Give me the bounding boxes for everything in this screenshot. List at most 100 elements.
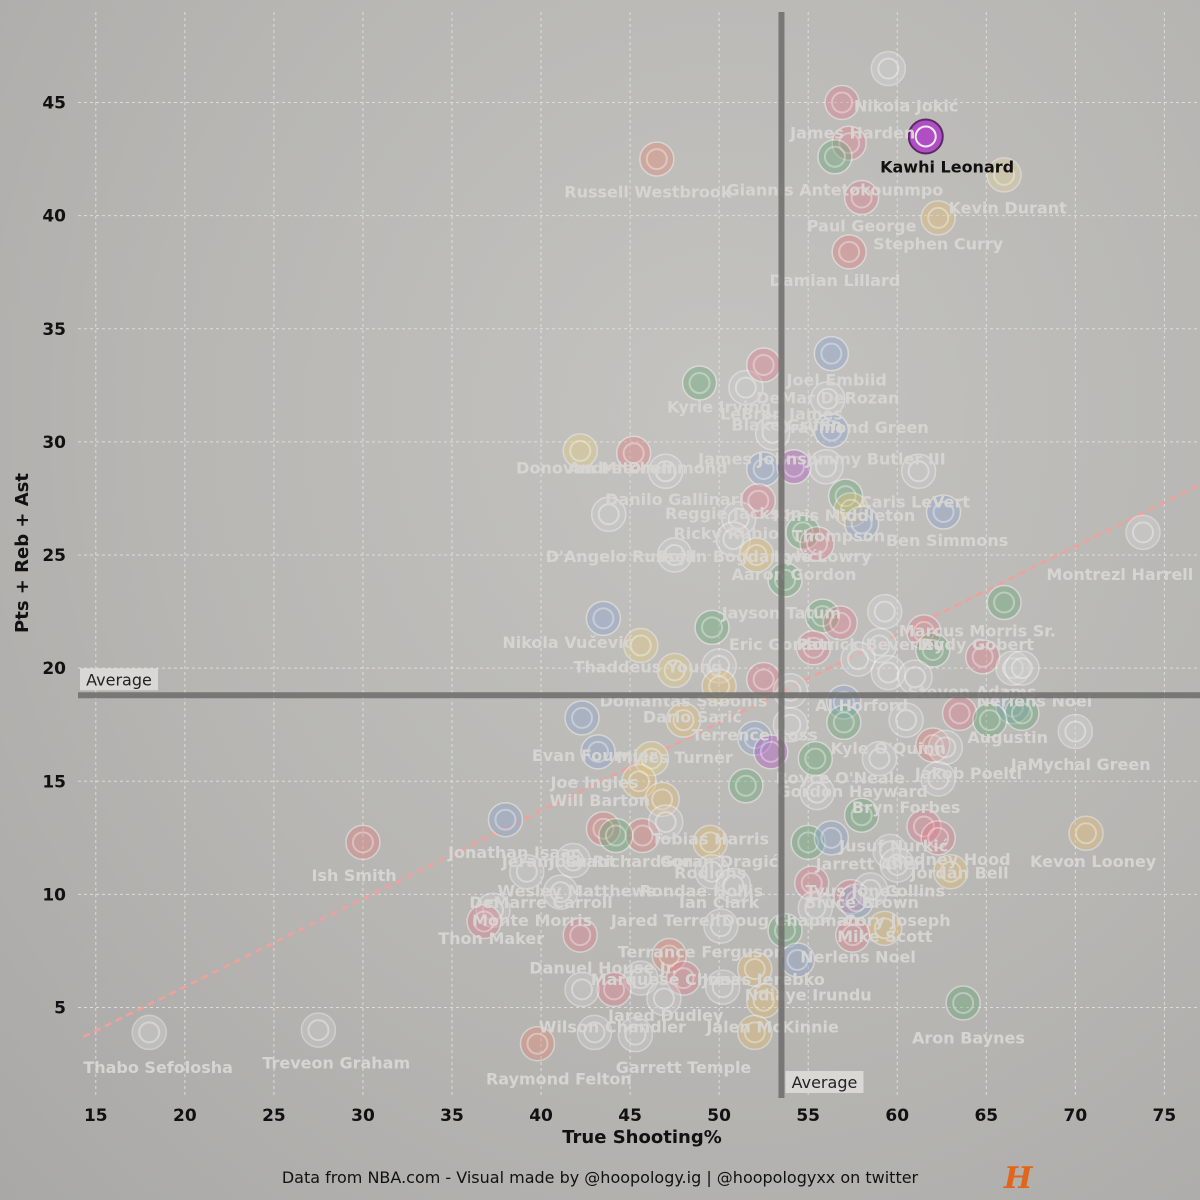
team-logo-circle: [564, 971, 600, 1008]
player-label: Marquese Chriss: [591, 970, 741, 989]
team-logo-circle: [833, 878, 869, 915]
team-logo-circle: [906, 614, 942, 650]
player-label: Doug Chapman: [722, 911, 859, 930]
player-points: [131, 50, 1161, 1062]
player-point: [300, 1012, 337, 1048]
team-logo-mark: [658, 944, 681, 967]
x-tick-label: 75: [1153, 1106, 1177, 1126]
player-point: [519, 1025, 556, 1062]
player-label: Nikola Vučević: [502, 633, 633, 652]
team-logo-circle: [737, 951, 773, 987]
team-logo-mark: [952, 991, 975, 1014]
team-logo-circle: [623, 960, 659, 996]
team-logo-circle: [737, 720, 773, 757]
y-tick-label: 40: [42, 207, 66, 227]
player-label: Wesley Matthews: [497, 882, 655, 901]
team-logo-mark: [651, 788, 674, 811]
team-logo-circle: [720, 501, 757, 537]
player-point: [623, 960, 659, 996]
team-logo-mark: [978, 709, 1001, 732]
team-logo-mark: [1075, 822, 1098, 845]
player-point: [945, 985, 981, 1021]
player-point: [915, 727, 951, 763]
team-logo-mark: [562, 849, 585, 872]
player-label: Collins: [885, 882, 945, 901]
team-logo-mark: [847, 648, 870, 671]
x-tick-label: 50: [707, 1106, 731, 1126]
player-label: Kevin Durant: [949, 198, 1068, 217]
team-logo-circle: [831, 234, 867, 270]
y-tick-label: 35: [42, 320, 66, 340]
team-logo-circle: [345, 824, 381, 861]
team-logo-mark: [752, 668, 775, 691]
team-logo-mark: [526, 1032, 549, 1055]
team-logo-circle: [562, 917, 598, 953]
player-point: [785, 514, 821, 551]
team-logo-circle: [831, 125, 867, 161]
team-logo-circle: [728, 369, 764, 406]
team-logo-circle: [972, 702, 1008, 738]
team-logo-mark: [912, 620, 935, 643]
team-logo-mark: [645, 148, 668, 171]
team-logo-mark: [921, 639, 944, 662]
player-point: [720, 501, 757, 537]
team-logo-mark: [663, 659, 686, 682]
team-logo-mark: [597, 503, 620, 526]
average-label-box: [785, 1071, 864, 1093]
player-label: Terrance Ferguson: [618, 943, 785, 962]
player-point: [345, 824, 381, 861]
player-point: [900, 453, 937, 490]
player-point: [986, 157, 1022, 193]
player-point: [843, 505, 880, 542]
player-label: Stephen Curry: [873, 235, 1004, 254]
player-point: [656, 537, 693, 573]
player-label: Rudy Gobert: [921, 635, 1034, 654]
player-point: [694, 854, 730, 890]
player-point: [810, 381, 846, 417]
y-tick-label: 20: [42, 659, 66, 679]
player-label: Royce O'Neale: [775, 769, 905, 788]
team-logo-mark: [838, 240, 861, 263]
team-logo-circle: [790, 824, 826, 861]
team-logo-circle: [813, 412, 850, 449]
team-logo-mark: [927, 767, 950, 790]
team-logo-mark: [307, 1019, 330, 1042]
player-label: Draymond Green: [777, 418, 929, 437]
x-tick-label: 40: [529, 1106, 553, 1126]
team-logo-mark: [138, 1021, 161, 1044]
team-logo-circle: [852, 872, 889, 908]
player-point: [555, 842, 591, 879]
player-label: Raymond Felton: [486, 1069, 632, 1088]
team-logo-mark: [873, 917, 896, 940]
team-logo-circle: [639, 141, 675, 177]
player-point: [795, 630, 832, 666]
player-point: [804, 598, 841, 634]
player-point: [834, 917, 871, 953]
player-label: Aaron Gordon: [732, 565, 857, 584]
player-label: Cory Joseph: [844, 911, 951, 930]
player-point: [633, 740, 670, 777]
player-point: [964, 639, 1001, 675]
team-logo-mark: [711, 976, 734, 999]
team-logo-mark: [904, 666, 927, 689]
team-logo-mark: [592, 817, 615, 840]
team-logo-mark: [839, 498, 862, 521]
team-logo-circle: [624, 817, 661, 854]
team-logo-mark: [494, 808, 517, 831]
team-logo-mark: [838, 132, 861, 155]
team-logo-circle: [915, 727, 951, 763]
team-logo-mark: [1010, 702, 1033, 725]
team-logo-circle: [810, 381, 846, 417]
highlighted-player-label: Kawhi Leonard: [880, 158, 1014, 177]
team-logo-circle: [651, 937, 688, 974]
team-logo-circle: [915, 632, 951, 668]
team-logo-circle: [646, 980, 682, 1017]
player-label: JaMychal Green: [1010, 755, 1151, 774]
team-logo-mark: [907, 460, 930, 483]
player-point: [831, 125, 867, 161]
player-point: [861, 740, 898, 777]
team-logo-mark: [631, 824, 654, 847]
player-point: [843, 797, 880, 833]
player-point: [615, 435, 652, 471]
player-point: [585, 600, 622, 637]
